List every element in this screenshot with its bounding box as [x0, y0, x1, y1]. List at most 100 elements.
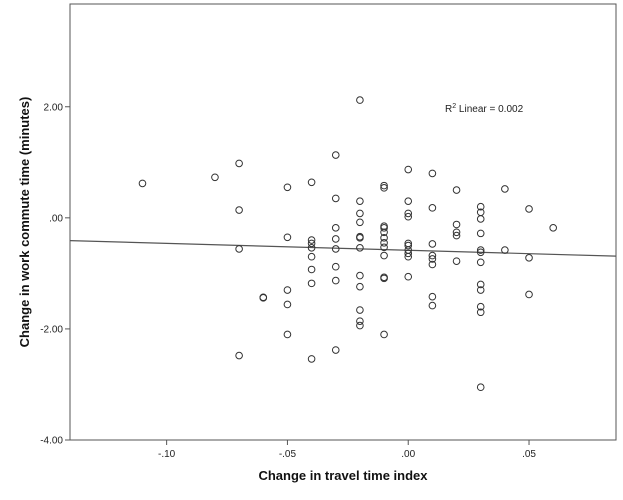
scatter-point: [404, 272, 413, 281]
scatter-point: [283, 183, 292, 192]
scatter-point: [356, 271, 364, 280]
scatter-point: [235, 206, 243, 214]
scatter-point: [235, 351, 243, 360]
scatter-point: [476, 286, 485, 294]
scatter-point: [235, 245, 243, 253]
scatter-point: [525, 205, 533, 213]
scatter-point: [307, 236, 316, 244]
scatter-point: [525, 254, 533, 262]
scatter-point: [452, 257, 461, 265]
scatter-point: [356, 244, 364, 252]
scatter-point: [452, 231, 461, 240]
scatter-point: [380, 243, 388, 252]
scatter-point: [476, 280, 485, 289]
linear-fit-line: [69, 240, 617, 257]
scatter-point: [404, 212, 413, 221]
scatter-point: [331, 194, 340, 203]
y-tick-label: -4.00: [40, 436, 63, 447]
scatter-point: [428, 292, 437, 301]
scatter-point: [476, 302, 485, 311]
x-tick-label: .00: [401, 449, 415, 460]
scatter-point: [307, 265, 316, 274]
scatter-point: [452, 186, 461, 194]
y-axis-title: Change in work commute time (minutes): [17, 97, 32, 348]
scatter-point: [404, 209, 413, 218]
scatter-point: [380, 239, 388, 247]
scatter-point: [404, 197, 413, 205]
scatter-point: [283, 330, 292, 339]
scatter-point: [356, 209, 364, 218]
scatter-point: [501, 185, 509, 193]
data-points: [138, 96, 557, 392]
scatter-point: [356, 197, 364, 205]
y-axis-ticks: -4.00 -2.00 .00 2.00: [40, 102, 70, 447]
scatter-point: [211, 173, 219, 182]
scatter-point: [307, 178, 316, 187]
scatter-point: [356, 96, 364, 104]
scatter-point: [476, 248, 485, 257]
scatter-point: [380, 228, 388, 237]
scatter-point: [428, 260, 437, 269]
scatter-point: [138, 179, 147, 188]
scatter-point: [356, 234, 364, 242]
scatter-point: [307, 239, 316, 248]
scatter-point: [476, 215, 485, 223]
plot-frame: [69, 3, 617, 441]
y-tick-label: .00: [49, 213, 63, 224]
r-squared-annotation: R2 Linear = 0.002: [445, 103, 524, 115]
scatter-point: [356, 317, 364, 325]
scatter-point: [380, 234, 388, 242]
scatter-point: [283, 233, 292, 242]
scatter-point: [452, 220, 461, 229]
scatter-point: [356, 306, 364, 314]
scatter-point: [331, 245, 340, 253]
scatter-point: [356, 282, 364, 291]
scatter-point: [428, 169, 437, 178]
scatter-point: [331, 224, 340, 232]
x-axis-title: Change in travel time index: [258, 468, 428, 483]
scatter-point: [307, 244, 316, 252]
scatter-point: [331, 151, 340, 159]
scatter-point: [331, 346, 340, 354]
scatter-point: [525, 290, 533, 299]
scatter-point: [428, 301, 437, 310]
scatter-point: [404, 249, 413, 258]
scatter-point: [476, 258, 485, 267]
scatter-point: [331, 276, 340, 285]
scatter-point: [404, 252, 413, 261]
x-axis-ticks: -.10 -.05 .00 .05: [158, 440, 536, 460]
scatter-point: [428, 204, 437, 212]
scatter-point: [380, 251, 388, 260]
scatter-point: [307, 252, 316, 261]
scatter-point: [307, 279, 316, 288]
scatter-point: [259, 294, 268, 302]
scatter-point: [476, 383, 485, 392]
scatter-point: [428, 251, 437, 260]
scatter-point: [380, 181, 388, 190]
x-tick-label: -.10: [158, 449, 176, 460]
scatter-point: [501, 246, 509, 254]
scatter-point: [428, 255, 437, 263]
y-tick-label: 2.00: [44, 102, 64, 113]
scatter-point: [235, 159, 243, 168]
scatter-point: [428, 240, 437, 248]
scatter-point: [331, 262, 340, 271]
scatter-point: [476, 202, 485, 211]
scatter-point: [476, 308, 485, 317]
scatter-point: [380, 184, 388, 192]
scatter-point: [283, 300, 292, 309]
scatter-point: [549, 224, 557, 232]
scatter-point: [356, 321, 364, 330]
scatter-point: [380, 224, 388, 232]
scatter-point: [452, 228, 461, 237]
y-tick-label: -2.00: [40, 324, 63, 335]
x-tick-label: .05: [522, 449, 536, 460]
scatter-point: [356, 218, 364, 227]
scatter-point: [404, 241, 413, 250]
x-tick-label: -.05: [279, 449, 297, 460]
scatter-point: [380, 330, 388, 339]
scatter-point: [380, 274, 388, 283]
scatter-point: [476, 229, 485, 238]
scatter-point: [404, 165, 413, 174]
